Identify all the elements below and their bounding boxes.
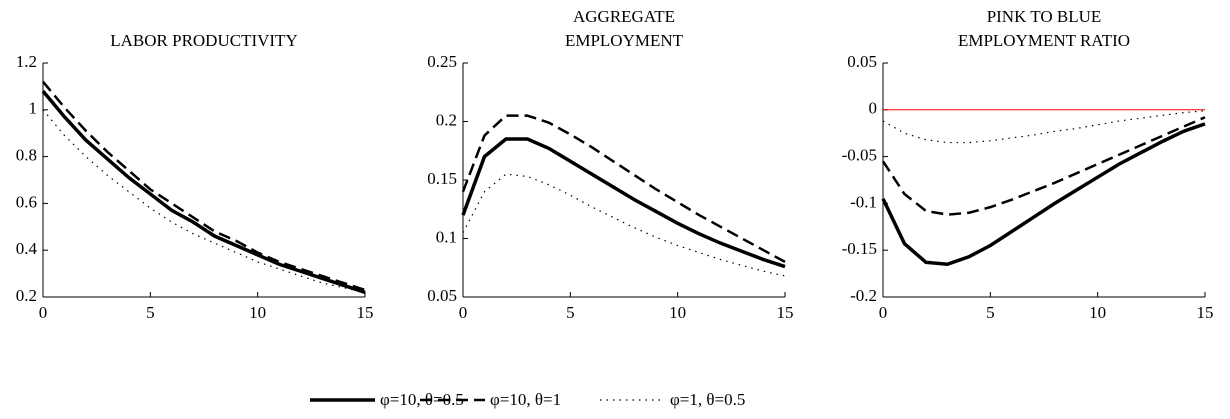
x-tick-label: 15 xyxy=(777,303,794,322)
y-tick-label: 0.15 xyxy=(427,169,457,188)
y-tick-label: -0.15 xyxy=(842,239,877,258)
y-tick-label: 1.2 xyxy=(16,52,37,71)
chart-title: EMPLOYMENT RATIO xyxy=(958,31,1130,50)
legend-label: φ=10, θ=1 xyxy=(490,390,561,409)
x-tick-label: 0 xyxy=(459,303,468,322)
y-tick-label: 1 xyxy=(29,99,38,118)
series-line xyxy=(462,173,786,277)
y-tick-label: -0.2 xyxy=(850,286,877,305)
chart-title: PINK TO BLUE xyxy=(987,7,1102,26)
y-tick-label: -0.1 xyxy=(850,192,877,211)
series-line xyxy=(461,137,786,269)
chart-title: EMPLOYMENT xyxy=(565,31,684,50)
chart-title: AGGREGATE xyxy=(573,7,675,26)
x-tick-label: 15 xyxy=(1197,303,1214,322)
legend-label: φ=1, θ=0.5 xyxy=(670,390,745,409)
y-tick-label: -0.05 xyxy=(842,146,877,165)
x-tick-label: 10 xyxy=(669,303,686,322)
y-tick-label: 0.6 xyxy=(16,192,37,211)
y-tick-label: 0.25 xyxy=(427,52,457,71)
series-line xyxy=(42,80,366,292)
x-tick-label: 10 xyxy=(249,303,266,322)
x-tick-label: 5 xyxy=(146,303,155,322)
x-tick-label: 0 xyxy=(39,303,48,322)
x-tick-label: 5 xyxy=(986,303,995,322)
x-tick-label: 5 xyxy=(566,303,575,322)
y-tick-label: 0.4 xyxy=(16,239,38,258)
y-tick-label: 0.8 xyxy=(16,146,37,165)
y-tick-label: 0 xyxy=(869,99,878,118)
x-tick-label: 10 xyxy=(1089,303,1106,322)
series-line xyxy=(461,114,786,263)
y-tick-label: 0.2 xyxy=(436,110,457,129)
chart-title: LABOR PRODUCTIVITY xyxy=(110,31,297,50)
y-tick-label: 0.2 xyxy=(16,286,37,305)
series-line xyxy=(881,122,1206,267)
x-tick-label: 0 xyxy=(879,303,888,322)
y-tick-label: 0.1 xyxy=(436,227,457,246)
series-line xyxy=(41,89,366,294)
series-line xyxy=(881,116,1206,216)
x-tick-label: 15 xyxy=(357,303,374,322)
y-tick-label: 0.05 xyxy=(427,286,457,305)
y-tick-label: 0.05 xyxy=(847,52,877,71)
